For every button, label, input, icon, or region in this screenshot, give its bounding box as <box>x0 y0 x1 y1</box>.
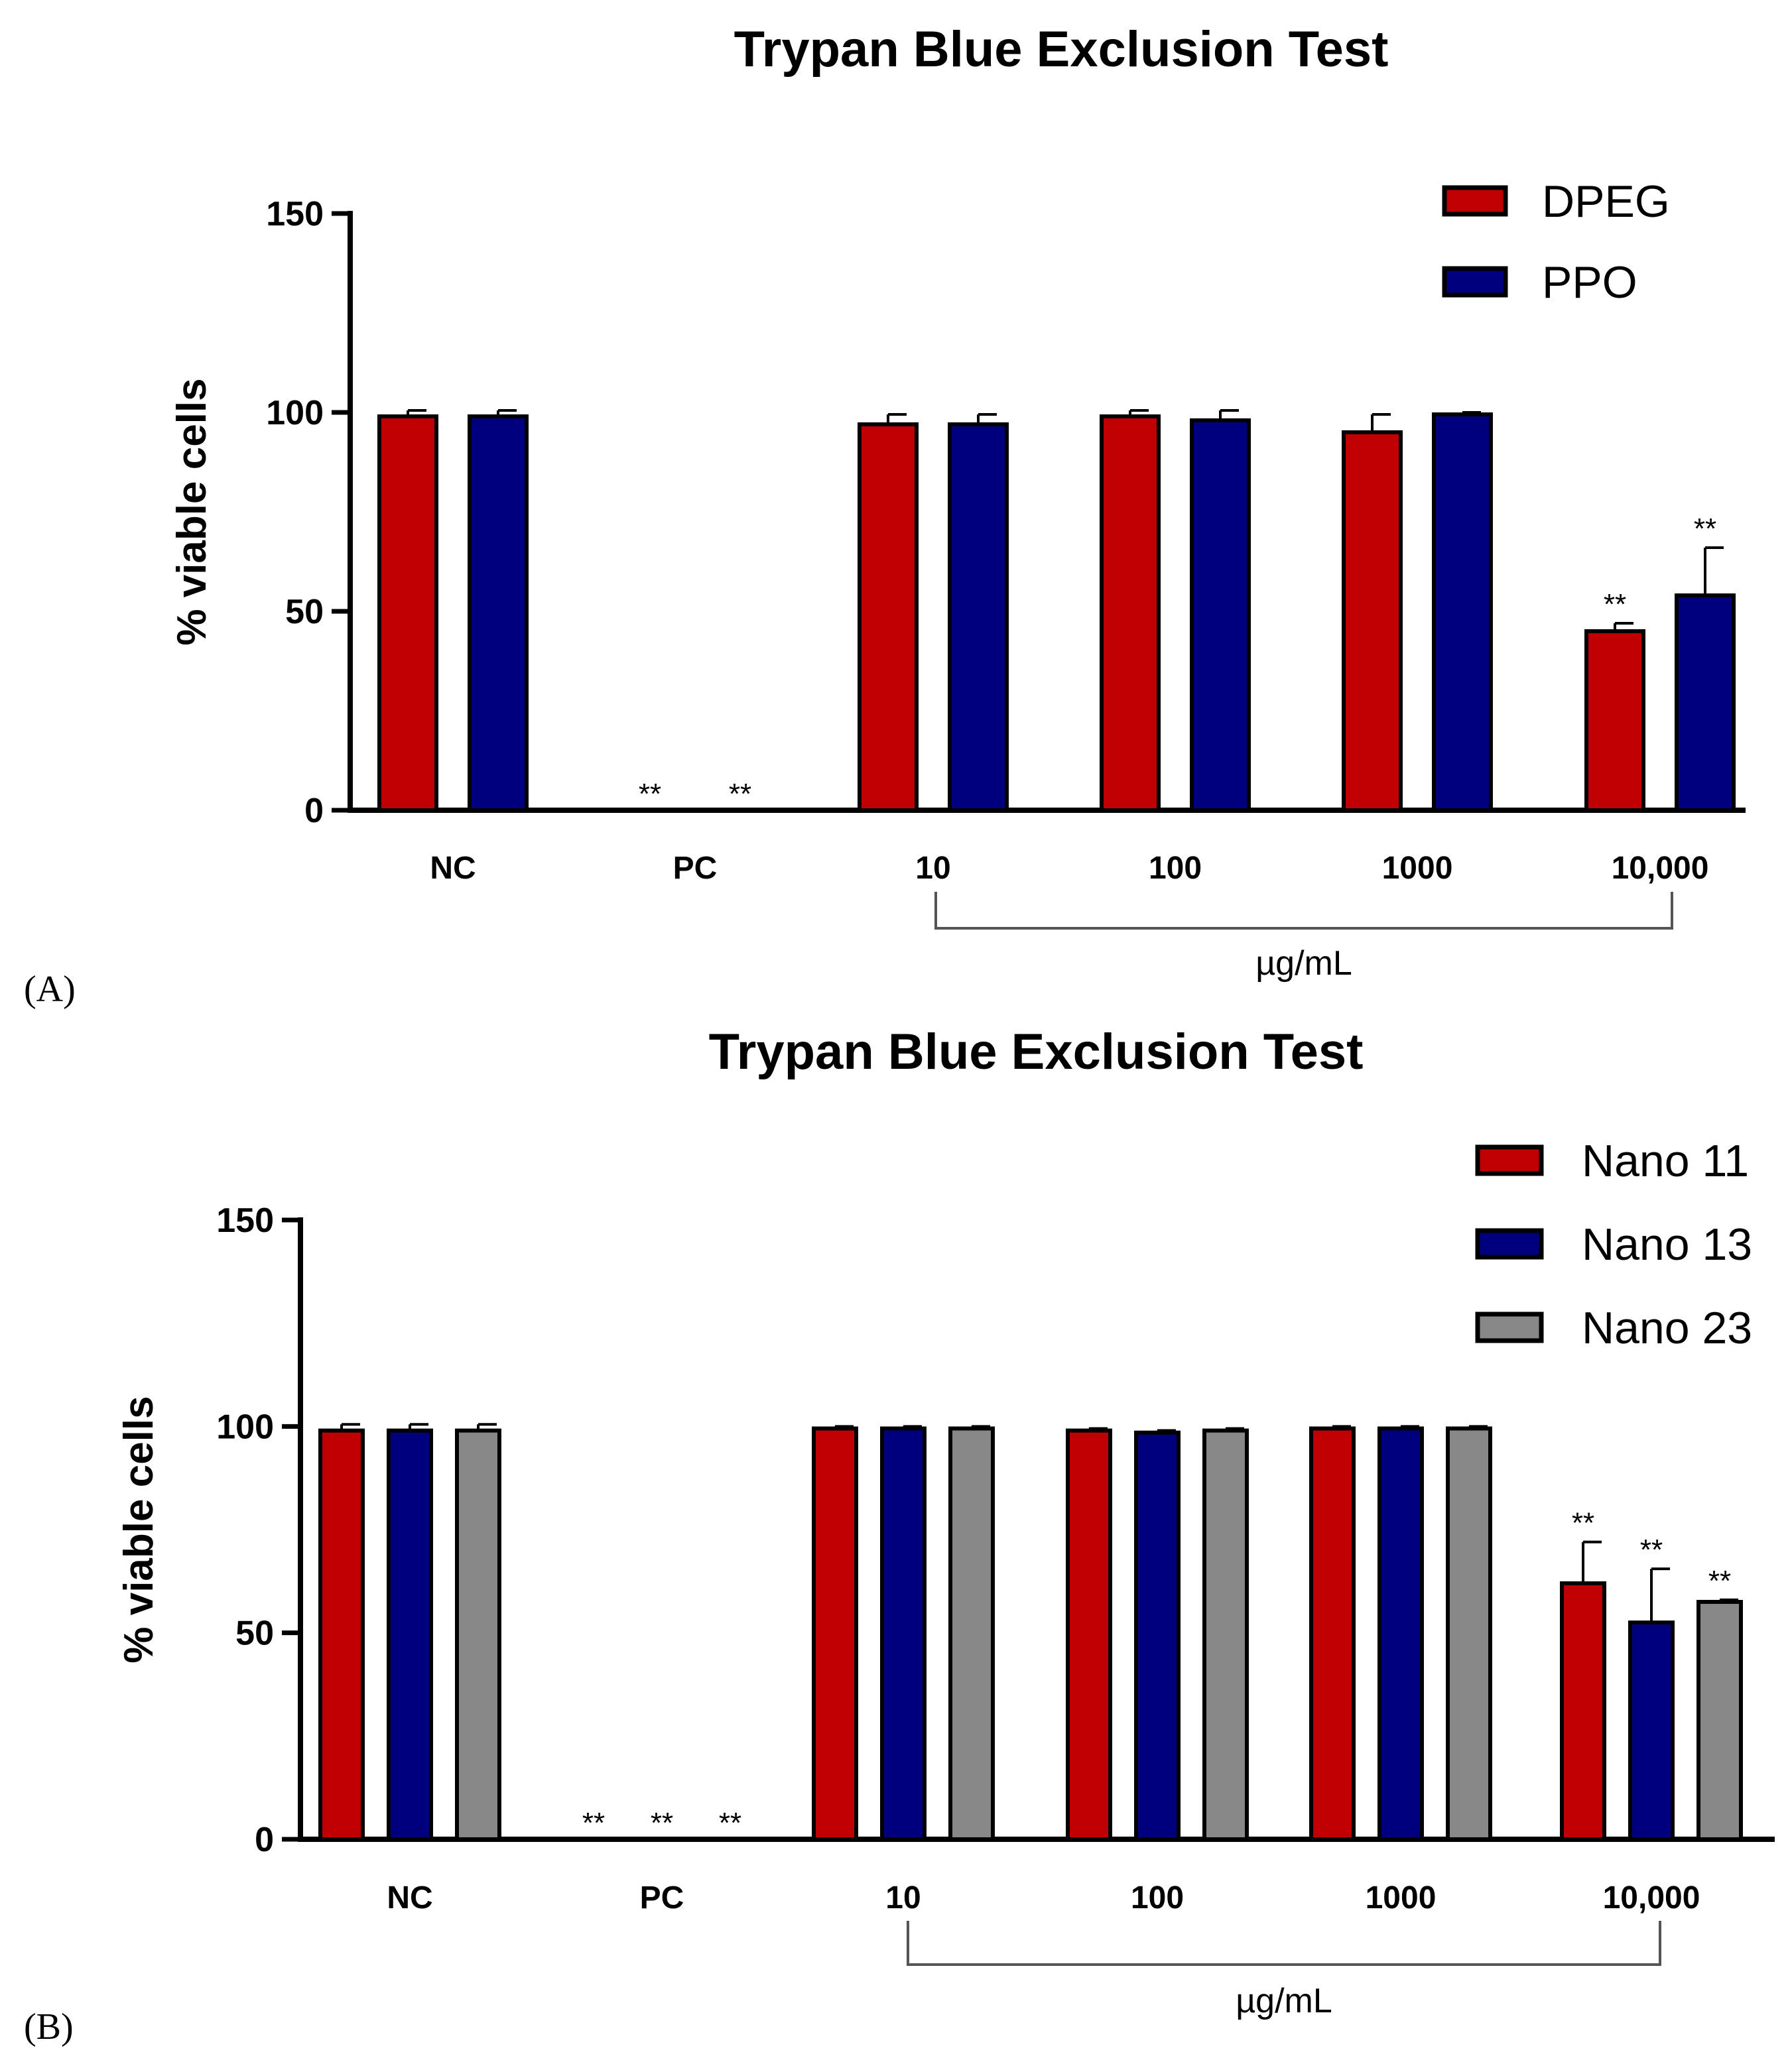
bar <box>468 414 529 812</box>
bar <box>1432 412 1493 812</box>
x-category-label: 10 <box>915 851 950 886</box>
bar <box>1377 1426 1424 1842</box>
x-category-label: 1000 <box>1366 1880 1437 1916</box>
bar <box>387 1428 433 1842</box>
bar <box>948 1426 995 1842</box>
chart-title: Trypan Blue Exclusion Test <box>709 1024 1364 1080</box>
bar <box>1342 430 1403 812</box>
bar <box>1446 1426 1492 1842</box>
legend-label: Nano 13 <box>1582 1219 1752 1270</box>
y-tick-label: 50 <box>235 1615 274 1653</box>
significance-marker: ** <box>639 778 661 810</box>
y-axis-label: % viable cells <box>116 1396 162 1663</box>
bar <box>1134 1430 1181 1841</box>
y-axis-label: % viable cells <box>169 378 215 645</box>
significance-marker: ** <box>1604 588 1626 621</box>
x-category-label: 10,000 <box>1612 851 1709 886</box>
concentration-bracket <box>934 892 1673 930</box>
legend-swatch <box>1475 1228 1544 1260</box>
y-tick-label: 150 <box>266 195 324 233</box>
bar <box>812 1426 858 1842</box>
x-category-label: PC <box>640 1880 684 1916</box>
bar <box>318 1428 365 1842</box>
legend-swatch <box>1475 1311 1544 1343</box>
significance-marker: ** <box>1708 1565 1731 1597</box>
x-unit-label: µg/mL <box>1236 1982 1332 2020</box>
y-tick-label: 50 <box>285 593 324 631</box>
y-tick-label: 0 <box>255 1821 274 1859</box>
x-category-label: NC <box>430 851 476 886</box>
bar <box>1628 1620 1675 1842</box>
bar <box>1309 1426 1356 1842</box>
legend-label: PPO <box>1542 257 1637 308</box>
bar <box>1560 1581 1606 1842</box>
bar <box>1584 629 1645 812</box>
bar <box>1100 414 1161 812</box>
legend-swatch <box>1442 266 1508 298</box>
significance-marker: ** <box>1694 513 1716 545</box>
x-category-label: 1000 <box>1382 851 1453 886</box>
chart-a: Trypan Blue Exclusion Test (A) 0 50 100 150 % … <box>24 21 1746 1010</box>
significance-marker: ** <box>719 1807 741 1839</box>
bar <box>1202 1428 1249 1842</box>
y-tick-label: 0 <box>304 792 324 830</box>
y-tick-label: 150 <box>216 1201 274 1240</box>
y-tick-label: 100 <box>216 1408 274 1446</box>
x-category-label: PC <box>673 851 718 886</box>
bar <box>1696 1599 1743 1841</box>
x-category-label: NC <box>387 1880 432 1916</box>
bar <box>858 422 919 812</box>
bar <box>948 422 1009 812</box>
legend-swatch <box>1475 1144 1544 1176</box>
legend-label: Nano 11 <box>1582 1136 1749 1186</box>
bar <box>455 1428 501 1842</box>
legend-swatch <box>1442 185 1508 217</box>
bar <box>1066 1428 1112 1842</box>
y-tick-label: 100 <box>266 394 324 432</box>
bar <box>1675 593 1736 812</box>
significance-marker: ** <box>1640 1534 1663 1566</box>
legend-label: Nano 23 <box>1582 1303 1752 1353</box>
bar <box>377 414 438 812</box>
concentration-bracket <box>907 1921 1661 1966</box>
significance-marker: ** <box>729 778 751 810</box>
chart-title: Trypan Blue Exclusion Test <box>734 21 1389 78</box>
x-category-label: 100 <box>1131 1880 1184 1916</box>
chart-b: Trypan Blue Exclusion Test (B) 0 50 100 150 % … <box>24 1024 1775 2047</box>
legend-label: DPEG <box>1542 176 1670 227</box>
bar <box>1190 418 1251 812</box>
x-category-label: 10 <box>885 1880 921 1916</box>
x-category-label: 10,000 <box>1603 1880 1700 1916</box>
significance-marker: ** <box>582 1807 605 1839</box>
bar <box>880 1426 927 1842</box>
x-unit-label: µg/mL <box>1255 944 1352 983</box>
x-category-label: 100 <box>1149 851 1202 886</box>
significance-marker: ** <box>1572 1507 1594 1540</box>
panel-label: (A) <box>24 969 76 1010</box>
panel-label: (B) <box>24 2006 74 2047</box>
significance-marker: ** <box>651 1807 673 1839</box>
